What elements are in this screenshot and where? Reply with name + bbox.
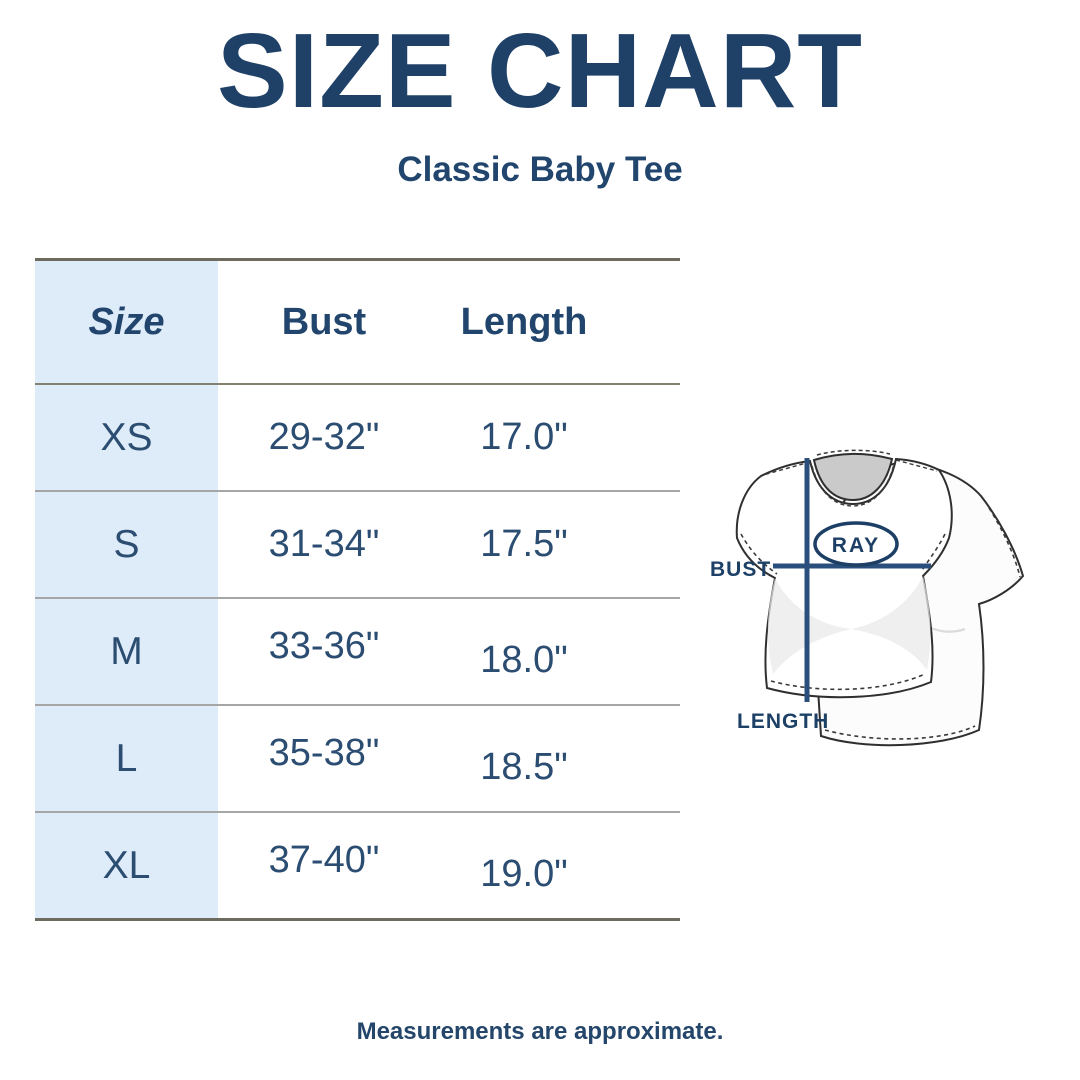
column-header-bust: Bust [281,300,367,343]
bust-cell: 37-40" [268,839,380,881]
page-subtitle: Classic Baby Tee [397,150,683,189]
size-cell: XS [35,385,218,490]
length-cell: 18.5" [480,746,568,788]
footnote: Measurements are approximate. [356,1018,724,1045]
length-cell: 17.5" [480,523,568,565]
bust-label: BUST [710,558,771,581]
column-header-length: Length [460,300,588,343]
table-row-xs: XS 29-32" 17.0" [35,383,680,490]
table-header-row: Size Bust Length [35,261,680,383]
table-row-l: L 35-38" 18.5" [35,704,680,811]
bust-cell: 35-38" [268,732,380,774]
page-title: SIZE CHART [217,12,863,130]
length-cell: 18.0" [480,639,568,681]
bust-cell: 31-34" [268,523,380,565]
length-label: LENGTH [737,710,829,733]
size-cell: L [35,706,218,811]
table-row-xl: XL 37-40" 19.0" [35,811,680,918]
size-cell: S [35,492,218,597]
length-cell: 17.0" [480,416,568,458]
size-cell: M [35,599,218,704]
ray-logo: RAY [813,521,899,567]
size-table: Size Bust Length XS 29-32" 17.0" S 31-34… [35,258,680,921]
bust-cell: 29-32" [268,416,380,458]
ray-logo-text: RAY [832,534,880,557]
column-header-size: Size [35,261,218,383]
size-cell: XL [35,813,218,918]
table-row-s: S 31-34" 17.5" [35,490,680,597]
table-row-m: M 33-36" 18.0" [35,597,680,704]
baby-tee-illustration: RAY BUST LENGTH [710,449,1025,747]
front-tee-drawing [735,449,953,699]
length-cell: 19.0" [480,853,568,895]
bust-cell: 33-36" [268,625,380,667]
